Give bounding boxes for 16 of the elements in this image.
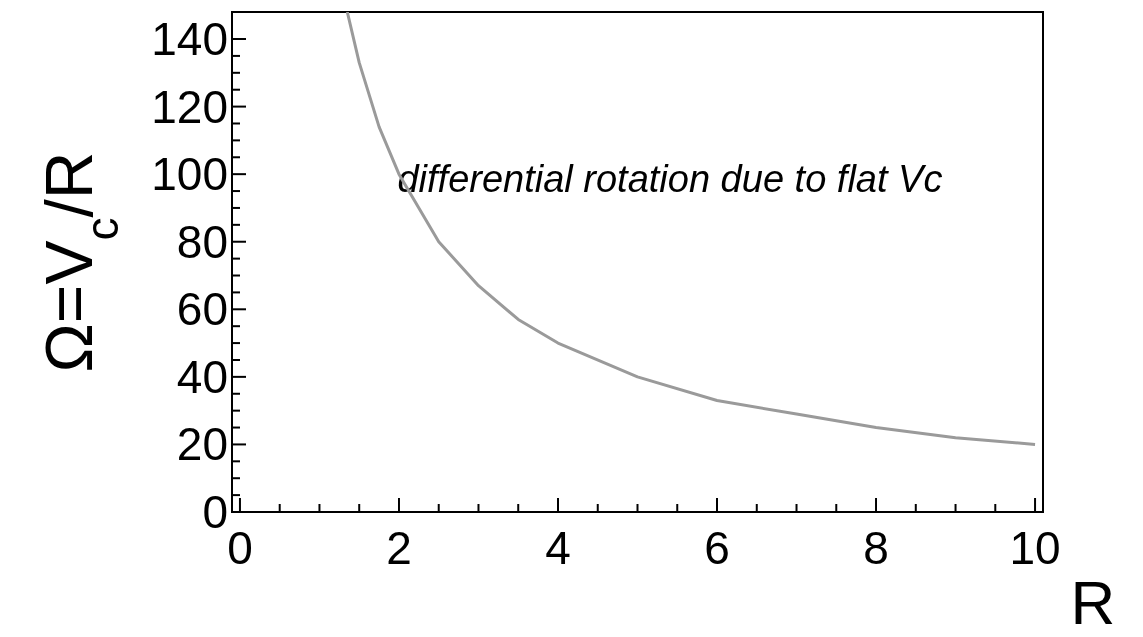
x-tick-label: 10 — [1009, 522, 1061, 574]
y-tick-label: 80 — [176, 215, 228, 268]
y-tick-label: 120 — [151, 80, 228, 133]
x-tick-label: 6 — [704, 522, 730, 574]
y-tick-label: 20 — [176, 418, 228, 471]
x-tick-label: 2 — [386, 522, 412, 574]
annotation: differential rotation due to flat Vc — [397, 158, 943, 200]
x-axis-title: R — [1070, 568, 1116, 637]
x-tick-label: 8 — [863, 522, 889, 574]
y-tick-label: 0 — [202, 486, 228, 538]
y-tick-label: 100 — [151, 148, 228, 201]
x-tick-label: 4 — [545, 522, 571, 574]
y-tick-label: 40 — [176, 350, 228, 403]
y-tick-label: 140 — [151, 13, 228, 66]
y-tick-label: 60 — [176, 283, 228, 336]
line-series — [345, 12, 1037, 446]
